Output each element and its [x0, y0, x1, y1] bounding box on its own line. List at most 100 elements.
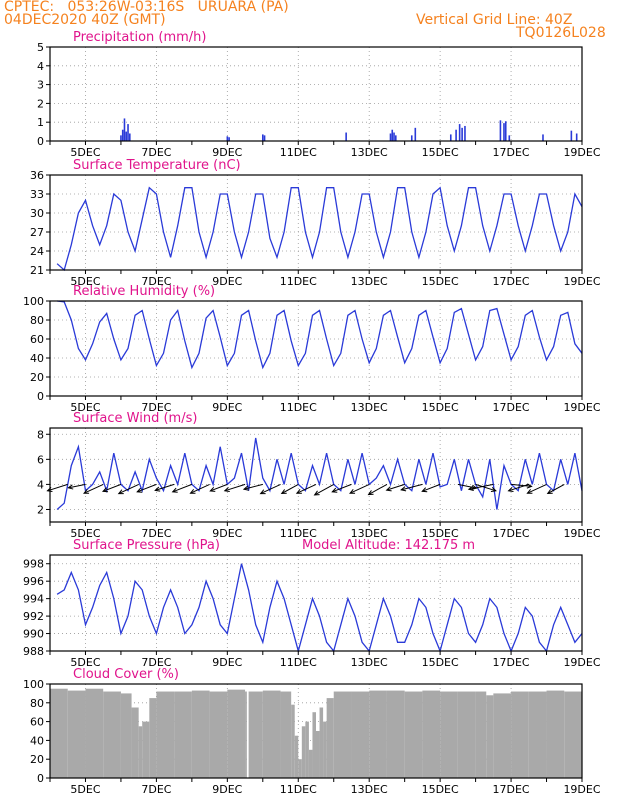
wind-arrow-head — [280, 489, 287, 495]
pres-xtick-label: 15DEC — [422, 656, 459, 669]
cloud-bar — [386, 690, 405, 778]
precip-ytick-label: 5 — [37, 41, 44, 54]
cloud-bar — [103, 691, 121, 778]
pres-altitude-label: Model Altitude: 142.175 m — [302, 538, 475, 553]
precip-xtick-label: 5DEC — [70, 146, 100, 159]
rh-xtick-label: 19DEC — [563, 401, 600, 414]
pres-xtick-label: 17DEC — [493, 656, 530, 669]
rh-xtick-label: 9DEC — [212, 401, 242, 414]
precip-xtick-label: 15DEC — [422, 146, 459, 159]
wind-arrow-head — [295, 489, 302, 494]
wind-arrow — [547, 483, 565, 494]
cloud-ytick-label: 40 — [30, 734, 44, 747]
wind-arrow-head — [209, 486, 216, 492]
cloud-bar — [305, 721, 309, 778]
temp-series-line — [56, 186, 583, 272]
cloud-xtick-label: 11DEC — [280, 783, 317, 796]
wind-arrow — [527, 483, 547, 494]
wind-arrow-head — [223, 487, 230, 493]
cloud-bar — [174, 691, 192, 778]
wind-arrow-head — [367, 490, 374, 496]
wind-arrow — [83, 483, 104, 494]
precip-frame — [49, 46, 583, 142]
wind-arrow — [281, 483, 299, 494]
temp-xtick-label: 7DEC — [141, 275, 171, 288]
precip-bar — [125, 131, 128, 141]
precip-bar — [121, 129, 124, 141]
wind-arrow-head — [349, 489, 356, 494]
rh-xtick-label: 15DEC — [422, 401, 459, 414]
cloud-title: Cloud Cover (%) — [73, 667, 179, 682]
cloud-bar — [351, 691, 370, 778]
cloud-bar — [131, 707, 139, 778]
precip-bar — [570, 130, 573, 141]
cloud-ytick-label: 80 — [30, 697, 44, 710]
rh-xtick-label: 13DEC — [351, 401, 388, 414]
rh-xtick-label: 5DEC — [70, 401, 100, 414]
pres-ytick-label: 992 — [23, 610, 44, 623]
rh-ytick-label: 0 — [37, 390, 44, 403]
cloud-bar — [308, 749, 313, 778]
temp-xtick-label: 15DEC — [422, 275, 459, 288]
precip-ytick-label: 1 — [37, 116, 44, 129]
cloud-bar — [262, 690, 281, 778]
cloud-bar — [316, 731, 320, 778]
pres-frame — [49, 554, 583, 652]
wind-xtick-label: 15DEC — [422, 527, 459, 540]
wind-arrow — [68, 483, 86, 489]
wind-arrow-head — [467, 485, 474, 492]
precip-xtick-label: 17DEC — [493, 146, 530, 159]
cloud-bar — [319, 707, 324, 778]
wind-arrow — [401, 483, 423, 491]
wind-xtick-label: 7DEC — [141, 527, 171, 540]
precip-bar — [129, 133, 131, 141]
rh-frame — [49, 300, 583, 397]
cloud-bar — [333, 691, 352, 778]
pres-xtick-label: 13DEC — [351, 656, 388, 669]
cloud-bar — [369, 690, 387, 778]
wind-frame — [49, 427, 583, 523]
cloud-bar — [191, 690, 210, 778]
rh-ytick-label: 80 — [30, 314, 44, 327]
cloud-bar — [457, 691, 476, 778]
pres-xtick-label: 7DEC — [141, 656, 171, 669]
temp-xtick-label: 17DEC — [493, 275, 530, 288]
header-datetime: 04DEC2020 40Z (GMT) — [4, 12, 166, 28]
precip-bar — [389, 133, 392, 141]
cloud-bar — [546, 690, 565, 778]
cloud-bar — [227, 689, 246, 778]
cloud-xtick-label: 7DEC — [141, 783, 171, 796]
header-code: TQ0126L028 — [516, 25, 606, 41]
wind-arrow-head — [189, 489, 196, 494]
cloud-bar — [440, 691, 458, 778]
header-grid-line: Vertical Grid Line: 40Z — [416, 12, 573, 28]
wind-arrow — [210, 483, 228, 492]
precip-bar — [503, 123, 505, 141]
precip-xtick-label: 9DEC — [212, 146, 242, 159]
wind-arrow-head — [259, 489, 266, 495]
wind-arrow — [118, 483, 139, 495]
precip-xtick-label: 7DEC — [141, 146, 171, 159]
precip-bar — [228, 137, 230, 141]
cloud-bar — [138, 726, 143, 778]
cloud-bar — [85, 688, 104, 778]
wind-arrow — [349, 483, 370, 494]
temp-ytick-label: 24 — [30, 245, 44, 258]
wind-arrow — [224, 483, 246, 492]
precip-bar — [123, 118, 126, 141]
pres-ytick-label: 994 — [23, 593, 44, 606]
precip-bar — [120, 135, 122, 141]
pres-xtick-label: 9DEC — [212, 656, 242, 669]
pres-ytick-label: 988 — [23, 645, 44, 658]
precip-xtick-label: 11DEC — [280, 146, 317, 159]
precip-title: Precipitation (mm/h) — [73, 30, 206, 45]
temp-ytick-label: 33 — [30, 188, 44, 201]
pres-title: Surface Pressure (hPa) — [73, 538, 220, 553]
wind-ytick-label: 6 — [37, 453, 44, 466]
cloud-bar — [404, 691, 423, 778]
precip-ytick-label: 4 — [37, 60, 44, 73]
cloud-bar — [323, 721, 327, 778]
precip-bar — [449, 134, 452, 141]
temp-ytick-label: 36 — [30, 169, 44, 182]
cloud-bar — [528, 691, 547, 778]
